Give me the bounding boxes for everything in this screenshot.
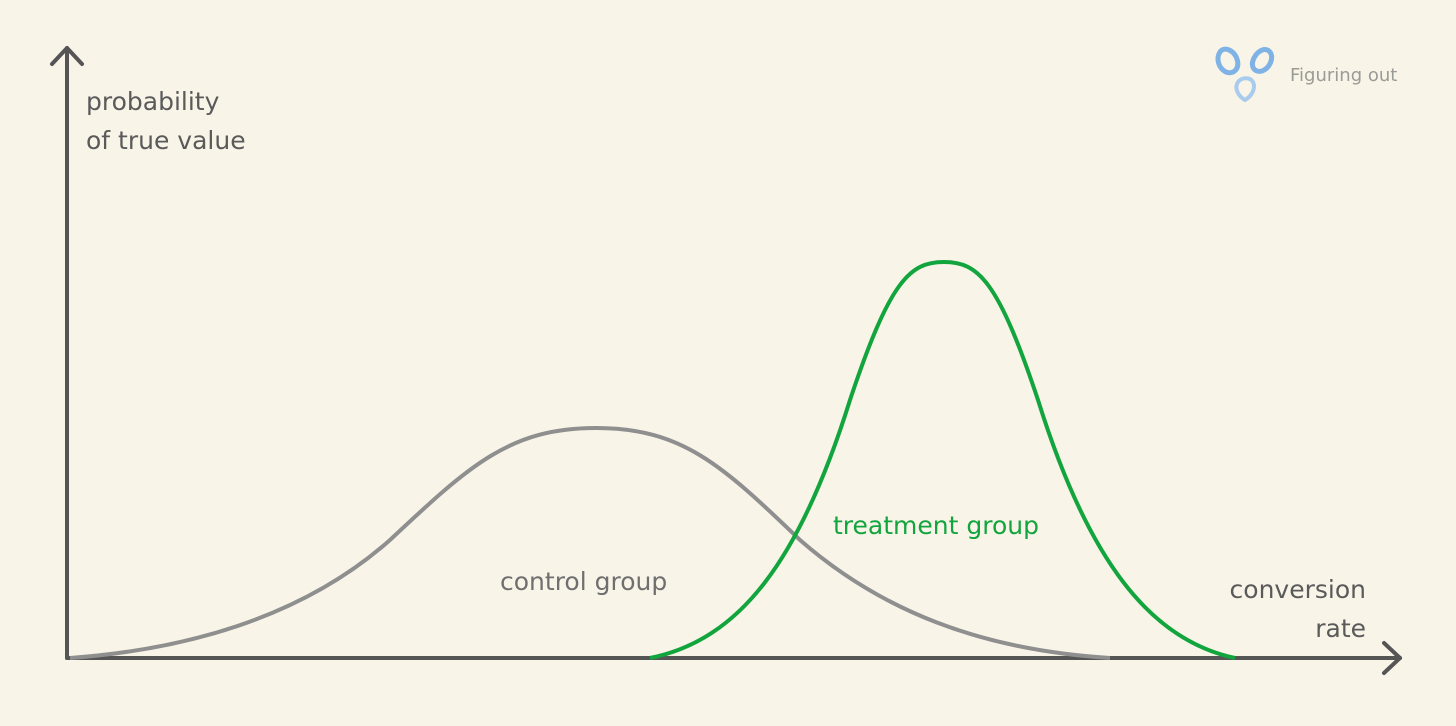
treatment-group-curve bbox=[649, 259, 1236, 660]
x-axis-label-line-1: conversion bbox=[1229, 575, 1366, 604]
x-axis-label: conversion rate bbox=[1230, 570, 1366, 648]
y-axis-label-line-2: of true value bbox=[86, 126, 246, 155]
brand-name: Figuring out bbox=[1290, 64, 1398, 86]
treatment-group-label: treatment group bbox=[833, 511, 1039, 540]
x-axis-label-line-2: rate bbox=[1315, 614, 1366, 643]
x-axis-arrow-icon bbox=[1382, 641, 1402, 675]
control-group-label: control group bbox=[500, 567, 668, 596]
control-group-curve bbox=[69, 425, 1111, 660]
x-axis bbox=[65, 641, 1402, 675]
y-axis-arrow-icon bbox=[50, 46, 84, 66]
brand-watermark: Figuring out bbox=[1212, 44, 1397, 106]
y-axis-label: probability of true value bbox=[86, 82, 246, 160]
y-axis-label-line-1: probability bbox=[86, 87, 220, 116]
y-axis bbox=[50, 46, 84, 660]
three-droplets-logo-icon bbox=[1215, 46, 1275, 103]
